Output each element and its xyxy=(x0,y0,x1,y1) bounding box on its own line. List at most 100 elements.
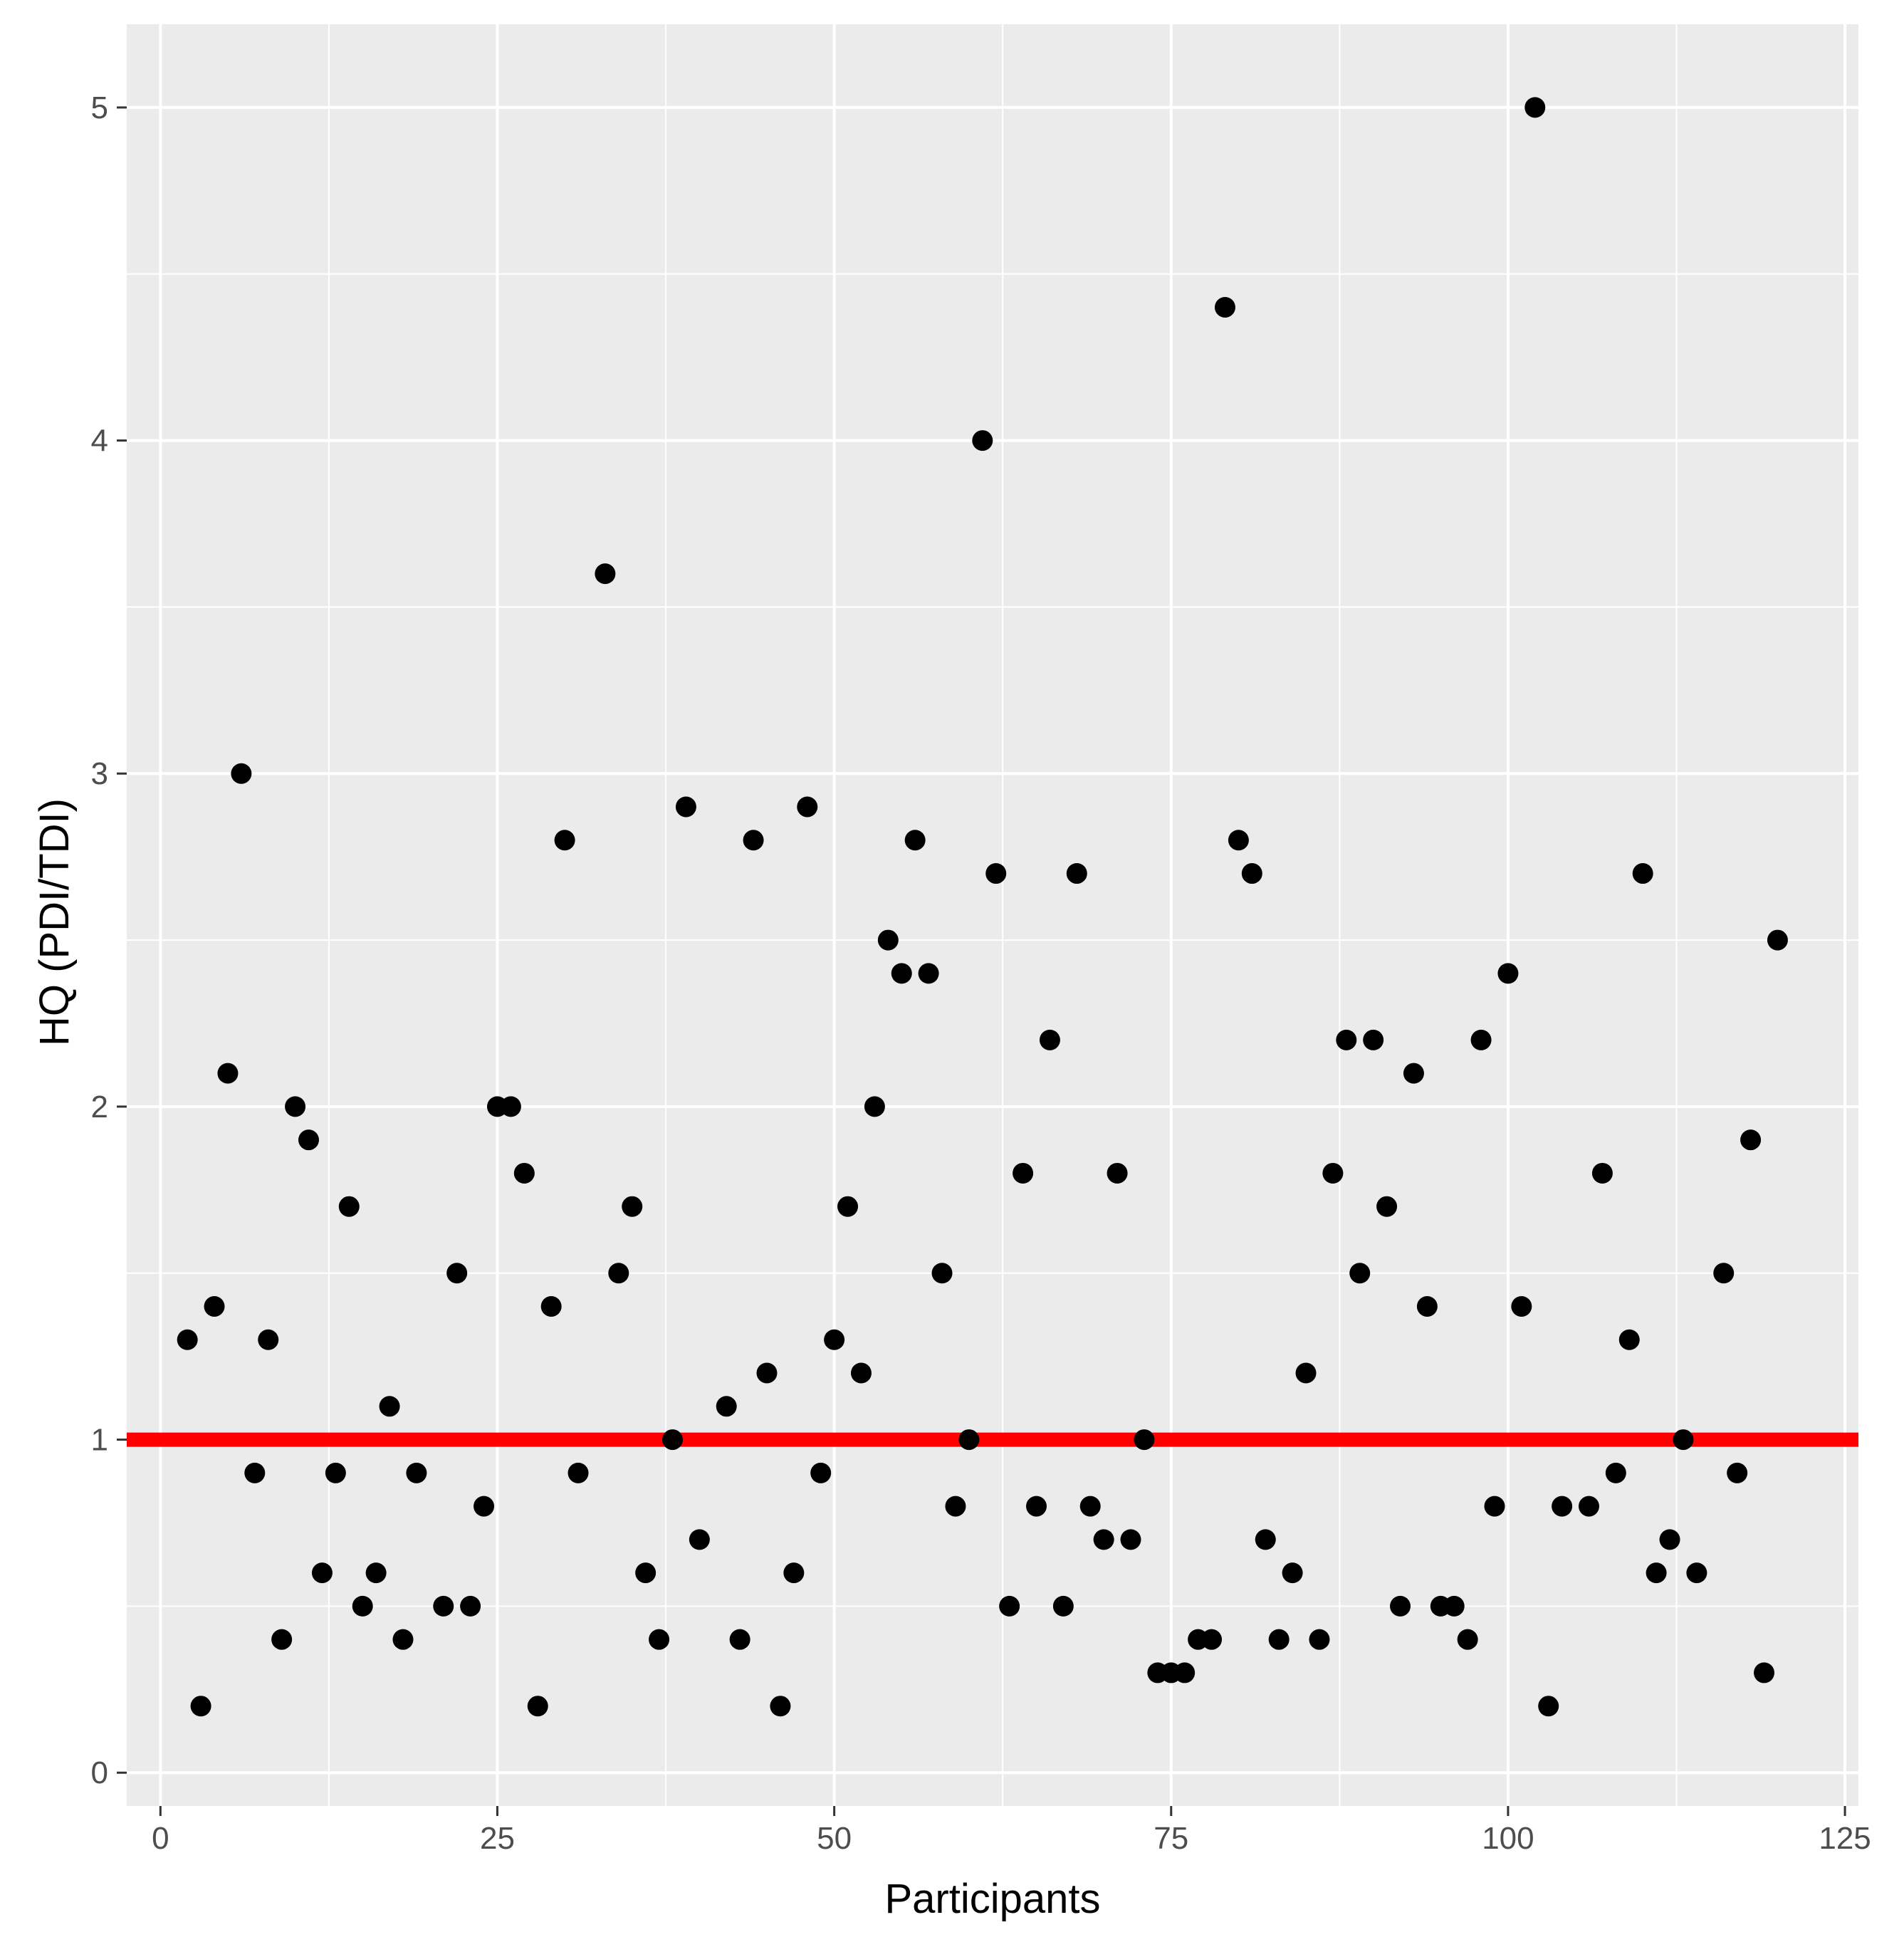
data-point xyxy=(904,830,926,851)
data-point xyxy=(689,1529,710,1550)
data-point xyxy=(1538,1696,1559,1717)
data-point xyxy=(446,1263,468,1284)
y-tick-label: 0 xyxy=(91,1755,108,1790)
data-point xyxy=(567,1462,589,1483)
data-point xyxy=(231,763,252,784)
x-tick-label: 0 xyxy=(152,1821,169,1856)
data-point xyxy=(649,1629,670,1650)
data-point xyxy=(877,929,899,951)
data-point xyxy=(810,1462,832,1483)
data-point xyxy=(1524,97,1546,118)
data-point xyxy=(716,1396,737,1417)
data-point xyxy=(1039,1029,1060,1050)
data-point xyxy=(540,1296,562,1317)
data-point xyxy=(1349,1263,1371,1284)
data-point xyxy=(931,1263,953,1284)
data-point xyxy=(1727,1462,1748,1483)
data-point xyxy=(1268,1629,1290,1650)
data-point xyxy=(1201,1629,1223,1650)
data-point xyxy=(1632,863,1653,884)
data-point xyxy=(662,1429,684,1451)
data-point xyxy=(1214,297,1235,318)
data-point xyxy=(824,1329,845,1350)
data-point xyxy=(1443,1595,1465,1617)
x-tick-label: 125 xyxy=(1819,1821,1871,1856)
data-point xyxy=(311,1562,333,1584)
data-point xyxy=(500,1096,521,1117)
data-point xyxy=(1282,1562,1303,1584)
data-point xyxy=(1363,1029,1384,1050)
plot-panel xyxy=(127,24,1858,1806)
data-point xyxy=(365,1562,387,1584)
data-point xyxy=(1511,1296,1532,1317)
data-point xyxy=(1093,1529,1114,1550)
data-point xyxy=(1174,1662,1196,1684)
data-point xyxy=(1605,1462,1626,1483)
data-point xyxy=(1107,1162,1128,1184)
data-point xyxy=(204,1296,225,1317)
data-point xyxy=(945,1496,966,1517)
y-tick-label: 4 xyxy=(91,424,108,459)
data-point xyxy=(554,830,575,851)
data-point xyxy=(1052,1595,1074,1617)
data-point xyxy=(864,1096,885,1117)
data-point xyxy=(1134,1429,1155,1451)
data-point xyxy=(770,1696,791,1717)
data-point xyxy=(1686,1562,1707,1584)
data-point xyxy=(622,1196,643,1217)
data-point xyxy=(797,796,818,818)
data-point xyxy=(1552,1496,1573,1517)
data-point xyxy=(743,830,764,851)
x-axis-title: Participants xyxy=(884,1876,1100,1922)
data-point xyxy=(1120,1529,1141,1550)
data-point xyxy=(608,1263,629,1284)
data-point xyxy=(985,863,1007,884)
data-point xyxy=(1659,1529,1680,1550)
data-point xyxy=(1767,929,1788,951)
y-tick-label: 2 xyxy=(91,1090,108,1124)
data-point xyxy=(352,1595,373,1617)
data-points xyxy=(177,97,1788,1717)
data-point xyxy=(783,1562,805,1584)
data-point xyxy=(1241,863,1262,884)
data-point xyxy=(1497,963,1519,984)
x-tick-label: 100 xyxy=(1482,1821,1534,1856)
data-point xyxy=(271,1629,293,1650)
data-point xyxy=(675,796,696,818)
data-point xyxy=(1013,1162,1034,1184)
data-point xyxy=(1740,1129,1762,1151)
data-point xyxy=(190,1696,211,1717)
data-point xyxy=(1754,1662,1775,1684)
minor-gridlines xyxy=(127,24,1858,1806)
data-point xyxy=(1591,1162,1613,1184)
data-point xyxy=(595,563,616,585)
data-point xyxy=(1390,1595,1411,1617)
data-point xyxy=(177,1329,198,1350)
data-point xyxy=(217,1063,239,1084)
data-point xyxy=(1079,1496,1101,1517)
data-point xyxy=(1376,1196,1398,1217)
data-point xyxy=(474,1496,495,1517)
data-point xyxy=(1470,1029,1492,1050)
y-tick-label: 5 xyxy=(91,90,108,125)
data-point xyxy=(891,963,912,984)
data-point xyxy=(433,1595,454,1617)
data-point xyxy=(837,1196,859,1217)
data-point xyxy=(1673,1429,1694,1451)
data-point xyxy=(1403,1063,1424,1084)
data-point xyxy=(958,1429,980,1451)
data-point xyxy=(1457,1629,1478,1650)
y-axis: 0 1 2 3 4 5 xyxy=(91,90,127,1790)
y-tick-label: 1 xyxy=(91,1423,108,1458)
data-point xyxy=(285,1096,306,1117)
data-point xyxy=(1618,1329,1640,1350)
data-point xyxy=(1295,1362,1317,1384)
y-axis-title: HQ (PDI/TDI) xyxy=(31,798,78,1046)
data-point xyxy=(379,1396,400,1417)
data-point xyxy=(1066,863,1087,884)
y-tick-label: 3 xyxy=(91,756,108,791)
x-axis: 0 25 50 75 100 125 xyxy=(152,1806,1871,1856)
data-point xyxy=(298,1129,320,1151)
data-point xyxy=(1416,1296,1438,1317)
